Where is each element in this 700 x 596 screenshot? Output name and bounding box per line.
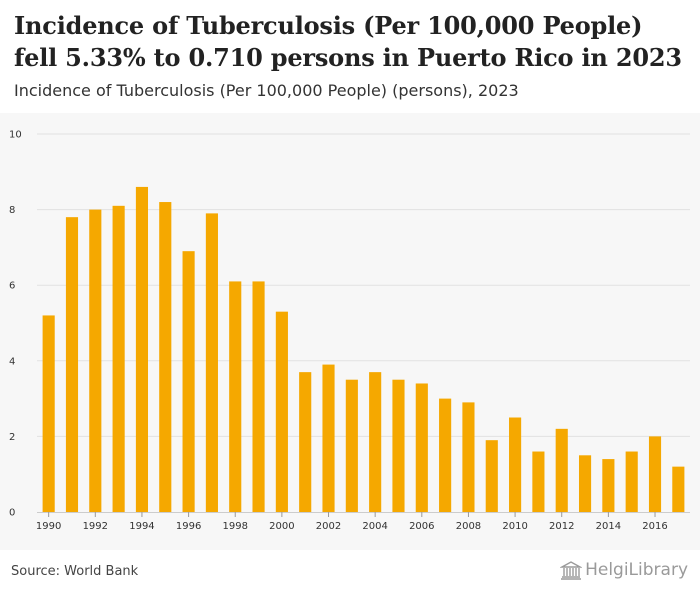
y-tick-label: 8: [9, 205, 15, 216]
x-tick-label: 1992: [83, 521, 108, 532]
bar-2016: [648, 436, 662, 512]
x-tick-label: 1990: [36, 521, 61, 532]
x-tick-label: 2016: [642, 521, 667, 532]
bar-1998: [229, 281, 242, 512]
bar-2017: [672, 466, 685, 512]
y-tick-label: 4: [9, 356, 15, 367]
helgi-library-logo: HelgiLibrary: [560, 560, 688, 580]
library-building-icon: [560, 561, 583, 580]
chart-subtitle: Incidence of Tuberculosis (Per 100,000 P…: [14, 81, 519, 100]
bar-1999: [252, 281, 265, 512]
bar-1995: [159, 202, 172, 513]
bar-2015: [625, 451, 638, 512]
bar-2010: [509, 417, 522, 512]
y-tick-label: 6: [9, 281, 15, 292]
bar-2013: [578, 455, 592, 512]
bar-2004: [369, 372, 382, 512]
bar-2002: [322, 364, 335, 512]
x-tick-label: 2008: [456, 521, 481, 532]
bar-chart: 0 2 4 6 8 10 1990 1992 1994 1996 1998 2000 2002 2004 2…: [9, 130, 690, 532]
bar-2001: [299, 372, 312, 512]
bar-2006: [415, 383, 428, 512]
bar-2012: [555, 428, 568, 512]
bar-1996: [182, 251, 195, 512]
y-tick-label: 0: [9, 508, 15, 519]
bar-2007: [439, 398, 452, 512]
bar-2000: [275, 311, 288, 512]
y-tick-label: 10: [9, 130, 22, 141]
bar-1990: [42, 315, 55, 512]
x-tick-label: 2010: [502, 521, 527, 532]
bar-1997: [205, 213, 218, 512]
x-tick-label: 1996: [176, 521, 201, 532]
bar-2011: [532, 451, 545, 512]
x-tick-label: 2000: [269, 521, 294, 532]
bar-2008: [462, 402, 475, 512]
bar-1994: [135, 186, 149, 513]
bar-2014: [602, 459, 615, 512]
x-tick-label: 2006: [409, 521, 434, 532]
logo-text: HelgiLibrary: [585, 560, 688, 580]
chart-title: Incidence of Tuberculosis (Per 100,000 P…: [14, 11, 682, 72]
bar-1993: [112, 205, 125, 512]
bar-2003: [345, 379, 358, 512]
bar-2005: [392, 379, 405, 512]
x-tick-label: 1998: [223, 521, 248, 532]
x-tick-label: 1994: [129, 521, 154, 532]
bar-1991: [65, 217, 79, 512]
x-tick-label: 2004: [362, 521, 387, 532]
x-tick-label: 2002: [316, 521, 341, 532]
source-note: Source: World Bank: [11, 564, 139, 579]
y-tick-label: 2: [9, 432, 15, 443]
x-tick-label: 2012: [549, 521, 574, 532]
x-tick-label: 2014: [596, 521, 621, 532]
bar-1992: [89, 209, 102, 512]
bar-2009: [485, 440, 498, 512]
